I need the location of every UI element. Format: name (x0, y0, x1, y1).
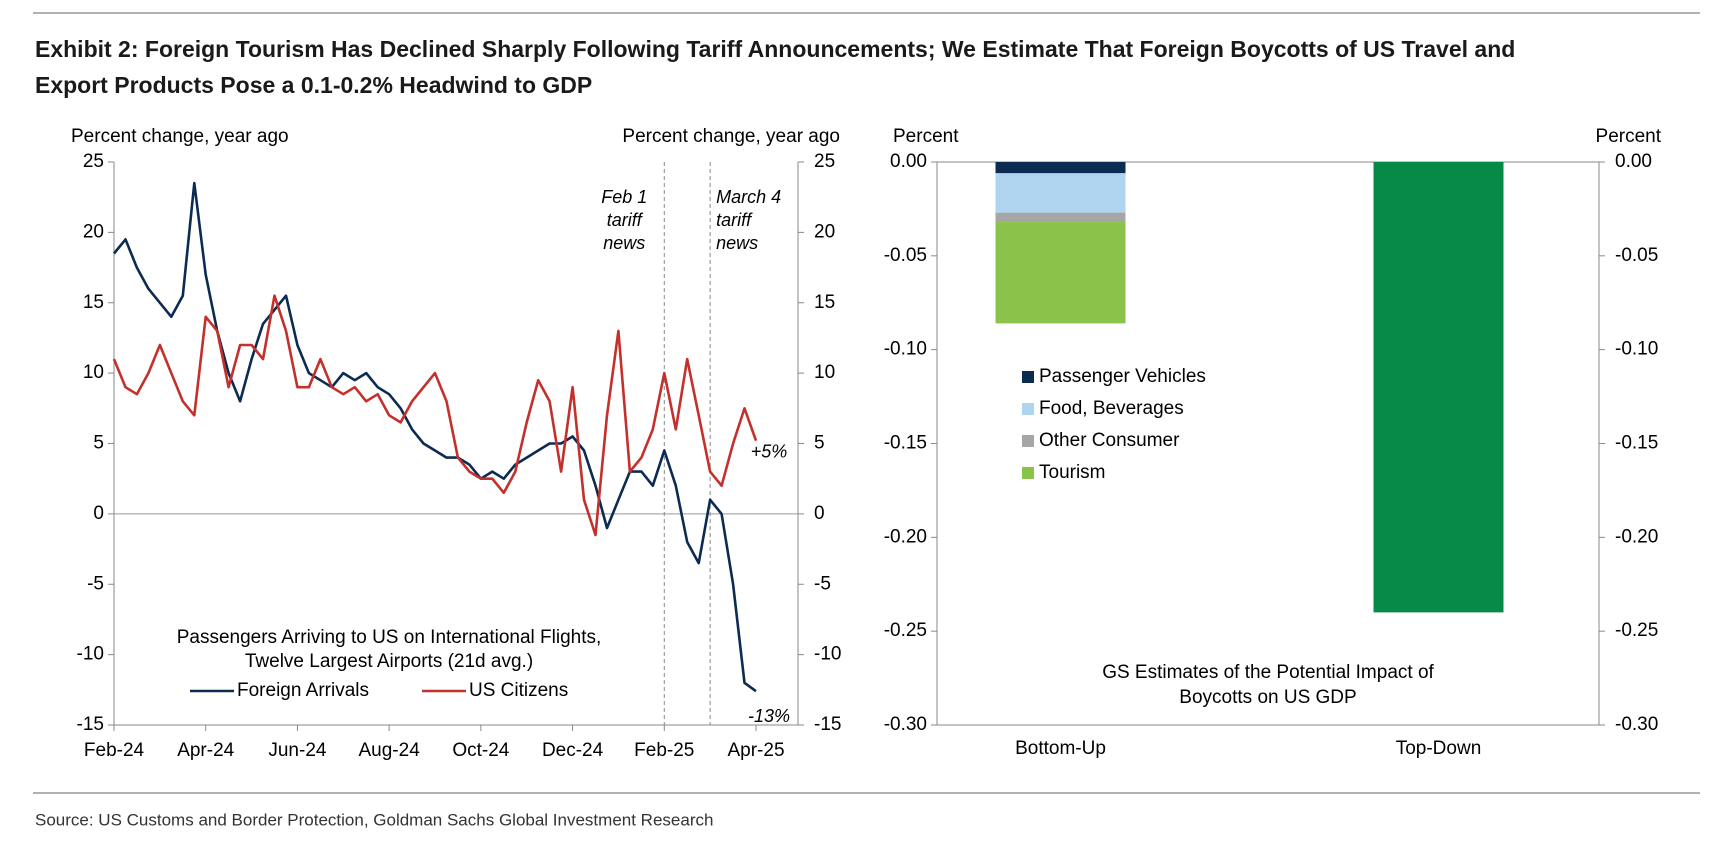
annotation: news (603, 233, 645, 253)
x-tick-label: Oct-24 (452, 740, 509, 761)
y2-tick-label: 10 (814, 362, 835, 383)
annotation: tariff (716, 210, 753, 230)
y2-axis-label: Percent (1596, 126, 1662, 147)
y-tick-label: 20 (83, 221, 104, 242)
series-line (112, 294, 758, 537)
y-tick-label: -0.30 (884, 714, 927, 735)
y-tick-label: -0.05 (884, 245, 927, 266)
legend-label: Foreign Arrivals (237, 680, 369, 701)
legend-label: Passenger Vehicles (1039, 366, 1206, 387)
y2-tick-label: -0.15 (1615, 433, 1658, 454)
y-tick-label: -0.25 (884, 620, 927, 641)
source: Source: US Customs and Border Protection… (35, 810, 713, 829)
y-tick-label: 0 (93, 503, 104, 524)
annotation: tariff (607, 210, 644, 230)
y-tick-label: -15 (77, 714, 104, 735)
series-line (112, 181, 757, 693)
y2-tick-label: -0.30 (1615, 714, 1658, 735)
y2-tick-label: 25 (814, 151, 835, 172)
legend-label: US Citizens (469, 680, 568, 701)
legend-title: Passengers Arriving to US on Internation… (177, 627, 602, 648)
legend-title: Twelve Largest Airports (21d avg.) (245, 651, 533, 672)
y-tick-label: 25 (83, 151, 104, 172)
annotation: GS Estimates of the Potential Impact of (1102, 662, 1434, 683)
y2-tick-label: 15 (814, 292, 835, 313)
y-axis-label: Percent change, year ago (71, 126, 289, 147)
y2-tick-label: 20 (814, 221, 835, 242)
x-tick-label: Feb-24 (84, 740, 145, 761)
y-tick-label: -0.15 (884, 433, 927, 454)
y-tick-label: 0.00 (890, 151, 927, 172)
end-label: +5% (751, 441, 788, 461)
annotation: news (716, 233, 758, 253)
x-tick-label: Aug-24 (359, 740, 421, 761)
x-tick-label: Dec-24 (542, 740, 604, 761)
x-tick-label: Apr-24 (177, 740, 234, 761)
y-tick-label: 10 (83, 362, 104, 383)
y2-tick-label: -5 (814, 573, 831, 594)
y-tick-label: -5 (87, 573, 104, 594)
x-tick-label: Apr-25 (727, 740, 784, 761)
title-line: Exhibit 2: Foreign Tourism Has Declined … (35, 36, 1515, 62)
x-tick-label: Top-Down (1396, 738, 1482, 759)
legend-swatch (1022, 435, 1034, 447)
annotation: March 4 (716, 187, 781, 207)
x-tick-label: Bottom-Up (1015, 738, 1106, 759)
bar-segment (1373, 162, 1504, 613)
y2-tick-label: -0.05 (1615, 245, 1658, 266)
legend-swatch (1022, 467, 1034, 479)
annotation: Feb 1 (601, 187, 647, 207)
title-line: Export Products Pose a 0.1-0.2% Headwind… (35, 72, 592, 98)
x-tick-label: Jun-24 (268, 740, 327, 761)
y2-tick-label: -0.10 (1615, 339, 1658, 360)
legend-swatch (1022, 403, 1034, 415)
y2-tick-label: 0 (814, 503, 825, 524)
y-tick-label: 15 (83, 292, 104, 313)
bar-segment (995, 212, 1126, 223)
y-axis-label: Percent (893, 126, 959, 147)
y-tick-label: 5 (93, 433, 104, 454)
y2-tick-label: -15 (814, 714, 841, 735)
y2-tick-label: 0.00 (1615, 151, 1652, 172)
y-tick-label: -0.20 (884, 526, 927, 547)
y2-tick-label: -10 (814, 644, 841, 665)
bar-segment (995, 162, 1126, 174)
y-tick-label: -0.10 (884, 339, 927, 360)
legend-label: Tourism (1039, 462, 1106, 483)
y2-tick-label: 5 (814, 433, 825, 454)
bar-segment (995, 222, 1126, 324)
legend-label: Food, Beverages (1039, 398, 1184, 419)
bar-segment (995, 173, 1126, 213)
x-tick-label: Feb-25 (634, 740, 694, 761)
legend-swatch (1022, 371, 1034, 383)
legend-label: Other Consumer (1039, 430, 1180, 451)
end-label: -13% (748, 706, 790, 726)
y-tick-label: -10 (77, 644, 104, 665)
y2-tick-label: -0.20 (1615, 526, 1658, 547)
y2-axis-label: Percent change, year ago (622, 126, 840, 147)
y2-tick-label: -0.25 (1615, 620, 1658, 641)
annotation: Boycotts on US GDP (1179, 687, 1356, 708)
